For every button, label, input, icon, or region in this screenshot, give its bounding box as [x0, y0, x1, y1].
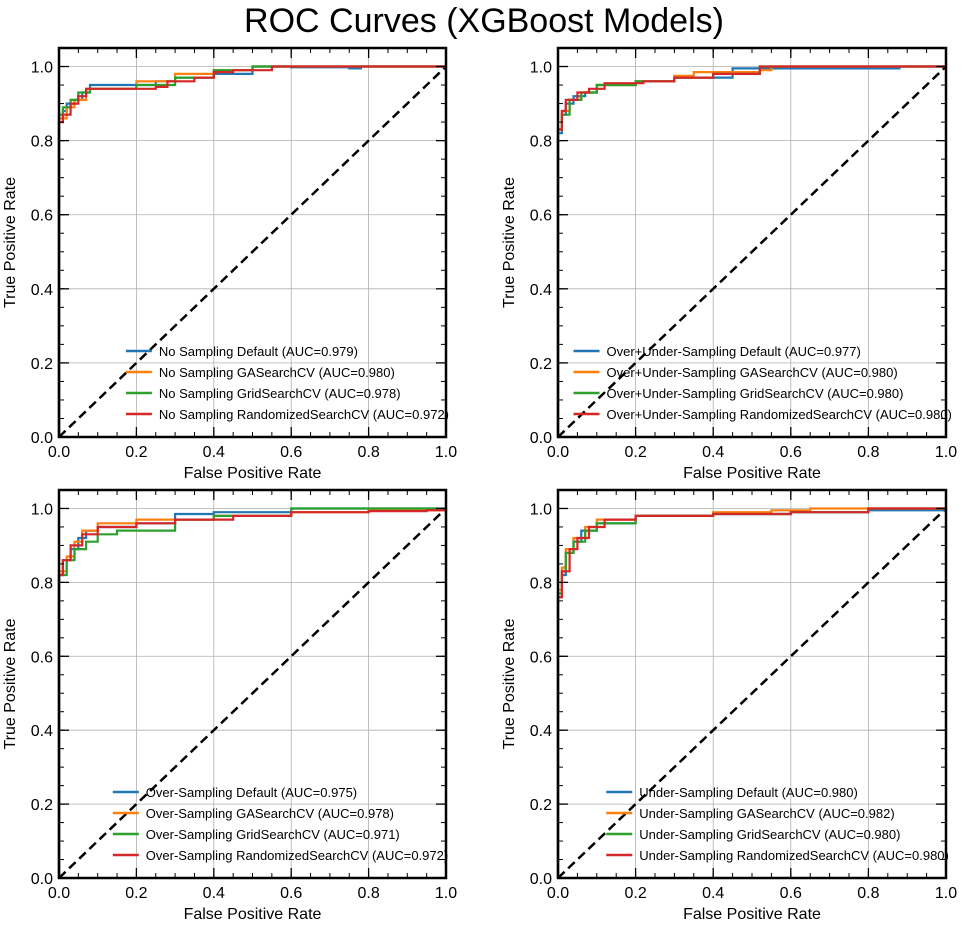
y-axis-label: True Positive Rate [2, 177, 19, 308]
y-tick-label: 0.8 [530, 134, 552, 151]
y-tick-label: 0.8 [31, 575, 53, 592]
y-tick-label: 0.2 [31, 356, 53, 373]
chance-diagonal-line [557, 65, 947, 438]
y-tick-label: 0.6 [31, 649, 53, 666]
legend-label: Under-Sampling Default (AUC=0.980) [639, 785, 858, 800]
legend-label: Over-Sampling Default (AUC=0.975) [146, 785, 357, 800]
legend-label: Over+Under-Sampling RandomizedSearchCV (… [607, 407, 952, 422]
chance-diagonal-line [557, 507, 947, 879]
x-tick-label: 0.6 [280, 444, 302, 461]
x-tick-label: 0.6 [280, 885, 302, 902]
x-tick-label: 0.0 [48, 444, 70, 461]
legend-label: No Sampling GridSearchCV (AUC=0.978) [159, 386, 401, 401]
x-tick-label: 1.0 [435, 885, 457, 902]
x-axis-label: False Positive Rate [683, 465, 821, 482]
x-tick-label: 0.6 [780, 444, 802, 461]
y-tick-label: 0.4 [530, 282, 552, 299]
chance-diagonal-line [58, 65, 447, 438]
x-tick-label: 1.0 [935, 444, 957, 461]
x-axis-label: False Positive Rate [683, 906, 821, 923]
legend-label: No Sampling GASearchCV (AUC=0.980) [159, 365, 395, 380]
chance-diagonal-line [58, 507, 447, 879]
x-tick-label: 0.0 [48, 885, 70, 902]
x-tick-label: 0.8 [357, 444, 379, 461]
y-tick-label: 0.0 [530, 871, 552, 888]
y-tick-label: 0.4 [31, 282, 53, 299]
x-tick-label: 0.4 [203, 885, 225, 902]
x-tick-label: 0.2 [125, 885, 147, 902]
legend-label: No Sampling Default (AUC=0.979) [159, 344, 358, 359]
y-tick-label: 0.2 [530, 797, 552, 814]
chart-panel-4: 0.0 0.2 0.4 0.6 0.8 1.0 0.0 0.2 0.4 0.6 0.8 1.0 Fals… [501, 488, 957, 923]
y-tick-label: 1.0 [530, 60, 552, 77]
legend: No Sampling Default (AUC=0.979) No Sampli… [125, 344, 449, 422]
y-tick-label: 1.0 [31, 501, 53, 518]
x-tick-label: 1.0 [435, 444, 457, 461]
y-tick-label: 0.4 [31, 723, 53, 740]
legend-label: Under-Sampling GASearchCV (AUC=0.982) [639, 806, 894, 821]
legend: Over-Sampling Default (AUC=0.975) Over-Sa… [112, 785, 448, 863]
x-tick-label: 0.4 [702, 885, 724, 902]
chart-panel-2: 0.0 0.2 0.4 0.6 0.8 1.0 0.0 0.2 0.4 0.6 0.8 1.0 Fals… [501, 46, 957, 482]
x-tick-label: 0.8 [357, 885, 379, 902]
roc-curve-4 [57, 508, 448, 878]
y-tick-label: 0.8 [31, 134, 53, 151]
y-tick-label: 1.0 [31, 60, 53, 77]
legend-label: Over+Under-Sampling GASearchCV (AUC=0.98… [607, 365, 898, 380]
x-axis-label: False Positive Rate [184, 465, 322, 482]
legend-label: Over-Sampling RandomizedSearchCV (AUC=0.… [146, 848, 448, 863]
x-tick-label: 0.8 [857, 444, 879, 461]
legend-label: Over-Sampling GASearchCV (AUC=0.978) [146, 806, 394, 821]
chart-panel-1: 0.0 0.2 0.4 0.6 0.8 1.0 0.0 0.2 0.4 0.6 0.8 1.0 Fals… [2, 46, 457, 482]
legend-label: Under-Sampling GridSearchCV (AUC=0.980) [639, 827, 900, 842]
x-tick-label: 1.0 [935, 885, 957, 902]
x-tick-label: 0.2 [624, 885, 646, 902]
y-tick-label: 0.2 [530, 356, 552, 373]
x-axis-label: False Positive Rate [184, 906, 322, 923]
y-tick-label: 1.0 [530, 501, 552, 518]
y-axis-label: True Positive Rate [501, 618, 518, 749]
y-axis-label: True Positive Rate [2, 618, 19, 749]
legend: Under-Sampling Default (AUC=0.980) Under-… [606, 785, 949, 863]
x-tick-label: 0.4 [203, 444, 225, 461]
y-axis-label: True Positive Rate [501, 177, 518, 308]
x-tick-label: 0.0 [547, 885, 569, 902]
roc-curve-4 [556, 65, 946, 437]
x-tick-label: 0.4 [702, 444, 724, 461]
y-tick-label: 0.0 [530, 430, 552, 447]
x-tick-label: 0.6 [780, 885, 802, 902]
x-tick-label: 0.2 [624, 444, 646, 461]
legend-label: Over+Under-Sampling Default (AUC=0.977) [607, 344, 861, 359]
x-tick-label: 0.2 [125, 444, 147, 461]
chart-panel-3: 0.0 0.2 0.4 0.6 0.8 1.0 0.0 0.2 0.4 0.6 0.8 1.0 Fals… [2, 488, 457, 923]
y-tick-label: 0.0 [31, 871, 53, 888]
legend-label: No Sampling RandomizedSearchCV (AUC=0.97… [159, 407, 449, 422]
legend-label: Under-Sampling RandomizedSearchCV (AUC=0… [639, 848, 949, 863]
legend: Over+Under-Sampling Default (AUC=0.977) O… [573, 344, 952, 422]
y-tick-label: 0.6 [31, 208, 53, 225]
x-tick-label: 0.8 [857, 885, 879, 902]
figure-title: ROC Curves (XGBoost Models) [244, 2, 724, 40]
y-tick-label: 0.2 [31, 797, 53, 814]
y-tick-label: 0.6 [530, 649, 552, 666]
roc-curve-4 [57, 65, 446, 437]
legend-label: Over-Sampling GridSearchCV (AUC=0.971) [146, 827, 400, 842]
y-tick-label: 0.4 [530, 723, 552, 740]
x-tick-label: 0.0 [547, 444, 569, 461]
y-tick-label: 0.0 [31, 430, 53, 447]
y-tick-label: 0.8 [530, 575, 552, 592]
roc-curve-4 [556, 507, 946, 878]
y-tick-label: 0.6 [530, 208, 552, 225]
legend-label: Over+Under-Sampling GridSearchCV (AUC=0.… [607, 386, 904, 401]
